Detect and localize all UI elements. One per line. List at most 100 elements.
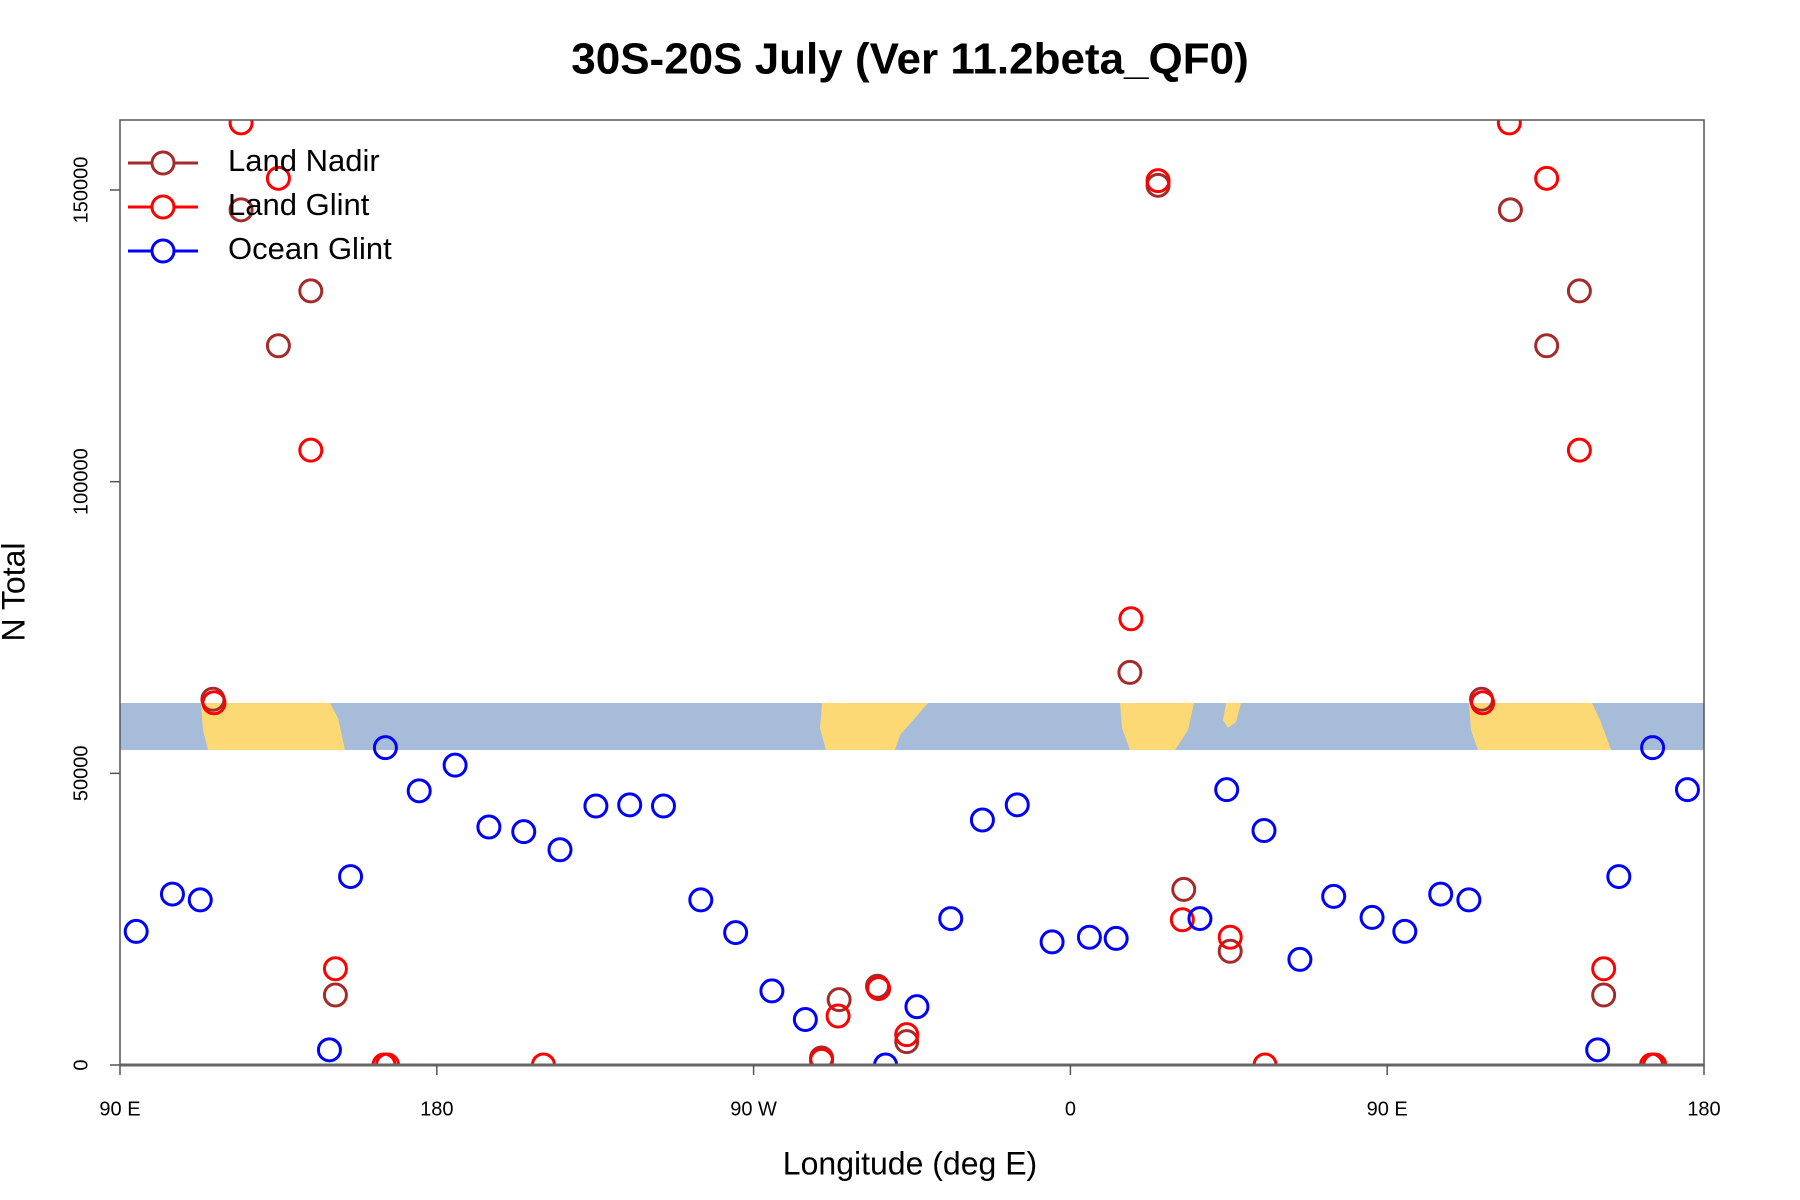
- point: [1145, 168, 1171, 194]
- point: [1076, 924, 1102, 950]
- point: [1251, 818, 1277, 843]
- point: [1359, 904, 1385, 930]
- point: [265, 333, 291, 359]
- point: [759, 978, 785, 1004]
- point: [1470, 690, 1496, 716]
- point: [1534, 165, 1560, 191]
- point: [298, 437, 324, 463]
- x-tick-label: 180: [1687, 1098, 1720, 1120]
- point: [322, 982, 348, 1008]
- point: [1674, 777, 1700, 803]
- point: [825, 1003, 851, 1029]
- map-band: [120, 703, 1704, 750]
- point: [1496, 120, 1522, 136]
- point: [904, 994, 930, 1020]
- legend-label: Land Nadir: [228, 143, 380, 178]
- point: [1585, 1037, 1611, 1063]
- point: [322, 956, 348, 982]
- point: [298, 278, 324, 304]
- x-tick-label: 90 W: [730, 1098, 777, 1120]
- point: [1214, 777, 1240, 803]
- point: [873, 1052, 899, 1065]
- legend-label: Ocean Glint: [228, 231, 392, 266]
- point: [723, 920, 749, 946]
- point: [406, 778, 432, 804]
- y-tick-label: 100000: [70, 448, 92, 515]
- point: [826, 987, 852, 1013]
- land: [1120, 703, 1194, 750]
- point: [1497, 197, 1523, 223]
- legend-marker: [150, 194, 176, 220]
- point: [228, 197, 254, 223]
- point: [372, 735, 398, 761]
- chart-title: 30S-20S July (Ver 11.2beta_QF0): [571, 35, 1249, 84]
- point: [1591, 956, 1617, 982]
- point: [1169, 907, 1195, 933]
- point: [688, 887, 714, 913]
- point: [969, 807, 995, 833]
- point: [1591, 982, 1617, 1008]
- point: [1004, 792, 1030, 818]
- point: [1566, 437, 1592, 463]
- legend-marker: [150, 150, 176, 176]
- point: [442, 752, 468, 778]
- x-axis-label: Longitude (deg E): [783, 1145, 1037, 1181]
- point: [1428, 881, 1454, 907]
- point: [375, 1052, 401, 1065]
- point: [617, 792, 643, 818]
- point: [123, 918, 149, 944]
- point: [1287, 946, 1313, 972]
- point: [530, 1052, 556, 1065]
- point: [1392, 918, 1418, 944]
- point: [894, 1029, 920, 1055]
- point: [1456, 887, 1482, 913]
- y-axis-label: N Total: [0, 542, 31, 641]
- land: [201, 703, 345, 750]
- x-tick-label: 0: [1065, 1098, 1076, 1120]
- y-tick-label: 0: [70, 1059, 92, 1070]
- point: [792, 1007, 818, 1032]
- point: [1187, 906, 1213, 932]
- point: [866, 976, 892, 1002]
- point: [1039, 929, 1065, 955]
- land: [820, 703, 928, 750]
- x-tick-label: 90 E: [1367, 1098, 1408, 1120]
- legend: Land Nadir Land Glint Ocean Glint: [128, 143, 392, 266]
- x-tick-label: 90 E: [99, 1098, 140, 1120]
- point: [1217, 924, 1243, 950]
- point: [338, 864, 364, 890]
- point: [1118, 606, 1144, 632]
- point: [228, 120, 254, 136]
- point: [650, 793, 676, 819]
- point: [159, 881, 185, 907]
- point: [265, 165, 291, 191]
- point: [547, 837, 573, 863]
- point: [1171, 876, 1197, 902]
- y-tick-label: 150000: [70, 157, 92, 224]
- point: [1321, 883, 1347, 909]
- point: [1103, 925, 1129, 951]
- point: [809, 1047, 835, 1065]
- point: [1566, 278, 1592, 304]
- point: [938, 906, 964, 932]
- points: [123, 120, 1700, 1065]
- point: [1117, 659, 1143, 685]
- point: [1534, 333, 1560, 359]
- point: [1252, 1052, 1278, 1065]
- point: [511, 819, 537, 845]
- point: [1640, 735, 1666, 761]
- point: [894, 1022, 920, 1048]
- point: [583, 793, 609, 819]
- point: [476, 814, 502, 840]
- point: [1642, 1052, 1668, 1065]
- land: [1223, 703, 1241, 728]
- point: [187, 887, 213, 913]
- point: [316, 1037, 342, 1063]
- land: [1469, 703, 1611, 750]
- legend-label: Land Glint: [228, 187, 370, 222]
- y-tick-label: 50000: [70, 746, 92, 802]
- point: [201, 690, 227, 716]
- point: [1217, 938, 1243, 964]
- legend-marker: [150, 238, 176, 264]
